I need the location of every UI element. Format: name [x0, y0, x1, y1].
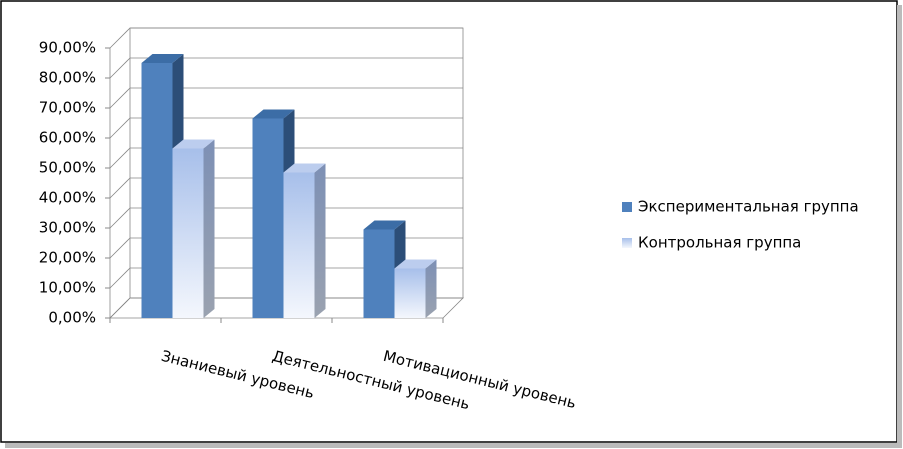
- grid-line: [109, 267, 131, 289]
- bar: [172, 148, 204, 318]
- y-tick-label: 90,00%: [39, 39, 96, 57]
- legend-label: Экспериментальная группа: [638, 198, 859, 216]
- bar: [394, 268, 426, 318]
- grid-line: [109, 57, 131, 79]
- bar-side: [314, 163, 326, 318]
- grid-line: [109, 117, 131, 139]
- y-tick-label: 80,00%: [39, 69, 96, 87]
- y-tick-label: 70,00%: [39, 99, 96, 117]
- grid-line: [109, 177, 131, 199]
- bar: [141, 63, 173, 318]
- bar-top: [172, 139, 215, 149]
- legend-swatch: [622, 238, 632, 248]
- legend-swatch: [622, 202, 632, 212]
- bar: [252, 118, 284, 318]
- bar-top: [283, 163, 326, 173]
- y-tick-label: 40,00%: [39, 189, 96, 207]
- bar: [363, 229, 395, 318]
- y-tick-label: 10,00%: [39, 279, 96, 297]
- y-tick-label: 50,00%: [39, 159, 96, 177]
- bar-top: [394, 259, 437, 269]
- grid-line: [109, 237, 131, 259]
- y-tick-label: 60,00%: [39, 129, 96, 147]
- grid-line: [109, 147, 131, 169]
- bar-side: [203, 139, 215, 318]
- bar-top: [252, 109, 295, 119]
- bar-top: [141, 54, 184, 63]
- legend-label: Контрольная группа: [638, 234, 801, 252]
- bar-side: [425, 259, 437, 318]
- y-tick-label: 0,00%: [48, 309, 96, 327]
- grid-line: [109, 27, 131, 49]
- y-tick-label: 30,00%: [39, 219, 96, 237]
- bar: [283, 172, 315, 318]
- grid-line: [109, 87, 131, 109]
- frame-shadow: [5, 443, 901, 448]
- grid-line: [109, 297, 131, 319]
- y-tick-label: 20,00%: [39, 249, 96, 267]
- bar-top: [363, 220, 406, 230]
- grid-line: [109, 207, 131, 229]
- frame-shadow: [897, 5, 902, 448]
